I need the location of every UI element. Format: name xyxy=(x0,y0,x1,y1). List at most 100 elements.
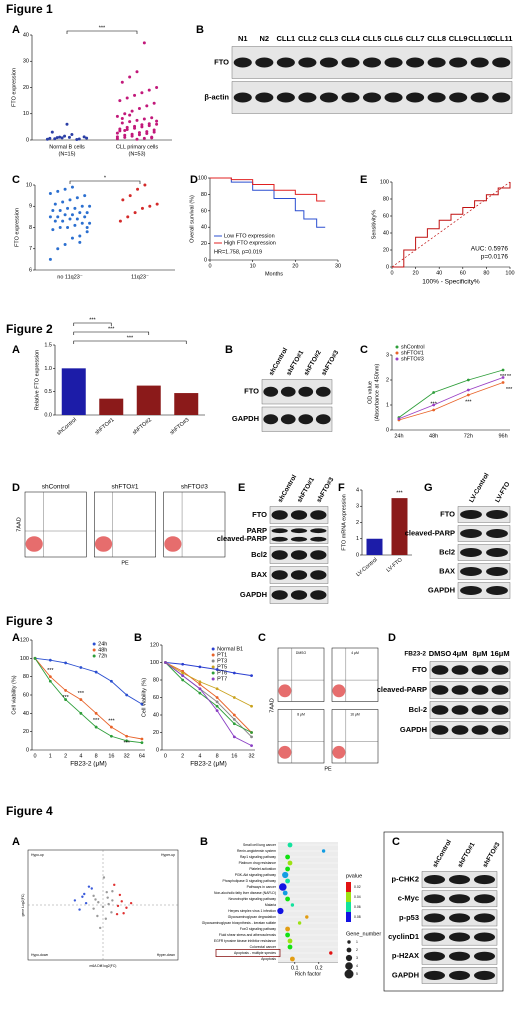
x-tick-label: 16 xyxy=(231,753,237,759)
series-marker xyxy=(232,722,236,726)
legend-swatch xyxy=(211,653,215,657)
panel-letter: C xyxy=(360,344,368,356)
data-point xyxy=(152,101,156,105)
row-label: p-p53 xyxy=(399,913,419,922)
dot xyxy=(285,926,290,932)
panel-letter: D xyxy=(388,632,396,644)
series-marker xyxy=(94,725,98,729)
x-tick-label: 0 xyxy=(164,753,167,759)
bar xyxy=(99,398,124,415)
figure-title: Figure 1 xyxy=(6,2,53,16)
dot xyxy=(277,907,284,915)
data-point xyxy=(56,247,60,251)
lane-label: shFTO#3 xyxy=(482,841,502,869)
series-line xyxy=(34,658,142,744)
panel-letter: C xyxy=(12,174,20,186)
data-point xyxy=(51,228,55,232)
data-point xyxy=(118,893,122,897)
lane-label: LV-Control xyxy=(468,472,491,504)
band xyxy=(271,570,288,580)
data-point xyxy=(147,88,151,92)
band xyxy=(424,932,445,942)
series-marker xyxy=(181,671,185,675)
band xyxy=(233,92,252,103)
data-point xyxy=(147,122,151,126)
data-point xyxy=(126,215,130,219)
data-point xyxy=(125,128,129,131)
data-point xyxy=(66,206,70,210)
band xyxy=(492,57,511,68)
data-point xyxy=(83,892,86,896)
legend-label: 24h xyxy=(98,641,107,647)
quadrant-label: Hypo-down xyxy=(31,953,48,957)
legend-swatch xyxy=(211,665,215,669)
data-point xyxy=(83,215,87,219)
group-label: CLL primary cells xyxy=(116,144,159,150)
cell-cloud xyxy=(94,536,113,552)
band xyxy=(362,57,382,68)
data-point xyxy=(66,226,70,229)
data-point xyxy=(73,899,77,902)
legend-swatch xyxy=(211,659,215,663)
data-point xyxy=(85,136,89,140)
data-point xyxy=(85,226,89,229)
x-tick-label: 30 xyxy=(335,263,341,269)
significance-label: *** xyxy=(89,317,96,323)
band xyxy=(298,386,314,397)
series-marker xyxy=(215,668,219,671)
blot-strip xyxy=(429,701,511,719)
band xyxy=(280,414,296,425)
data-point xyxy=(130,132,134,136)
y-tick-label: 7 xyxy=(29,246,32,252)
series-marker xyxy=(466,393,470,397)
band xyxy=(424,970,445,980)
data-point xyxy=(78,908,81,911)
series-marker xyxy=(79,711,83,715)
x-axis-label: 100% - Specificity% xyxy=(422,279,480,286)
x-tick-label: 20 xyxy=(292,263,298,269)
data-point xyxy=(120,121,124,125)
dot xyxy=(321,849,326,853)
data-point xyxy=(53,219,57,223)
highlight-box xyxy=(215,949,281,958)
series-marker xyxy=(198,682,202,686)
band xyxy=(319,57,338,68)
dot xyxy=(285,878,290,884)
annotation: *** xyxy=(108,719,115,725)
series-marker xyxy=(232,713,236,717)
lane-label: CLL10 xyxy=(468,34,491,43)
band xyxy=(298,92,317,103)
panel-letter: B xyxy=(200,836,208,848)
x-tick-label: 24h xyxy=(394,433,403,439)
series-marker xyxy=(110,725,113,729)
data-point xyxy=(88,221,92,225)
band xyxy=(474,875,495,885)
significance-bracket xyxy=(73,322,112,326)
x-tick-label: shFTO#2 xyxy=(132,417,153,436)
data-point xyxy=(113,883,116,887)
series-marker xyxy=(397,417,401,421)
legend-swatch xyxy=(92,642,96,646)
bar xyxy=(174,393,199,415)
data-point xyxy=(78,240,82,244)
data-point xyxy=(140,123,144,127)
annotation: *** xyxy=(93,718,100,724)
data-point xyxy=(70,236,74,240)
dot xyxy=(287,938,293,944)
plot-label: DMSO xyxy=(296,651,307,655)
x-tick-label: 16 xyxy=(108,753,114,759)
data-point xyxy=(115,114,119,118)
data-point xyxy=(120,80,124,84)
x-axis-label: FB23-2 (μM) xyxy=(190,761,227,768)
series-marker xyxy=(198,665,202,669)
data-point xyxy=(142,117,146,121)
band xyxy=(310,570,327,580)
dot xyxy=(285,854,290,860)
data-point xyxy=(84,901,88,905)
panel-letter: E xyxy=(238,482,245,494)
series-marker xyxy=(250,674,253,678)
x-axis-label: m6A Diff.log2(FC) xyxy=(90,964,117,968)
x-tick-label: 60 xyxy=(460,270,466,276)
dot xyxy=(279,883,287,891)
